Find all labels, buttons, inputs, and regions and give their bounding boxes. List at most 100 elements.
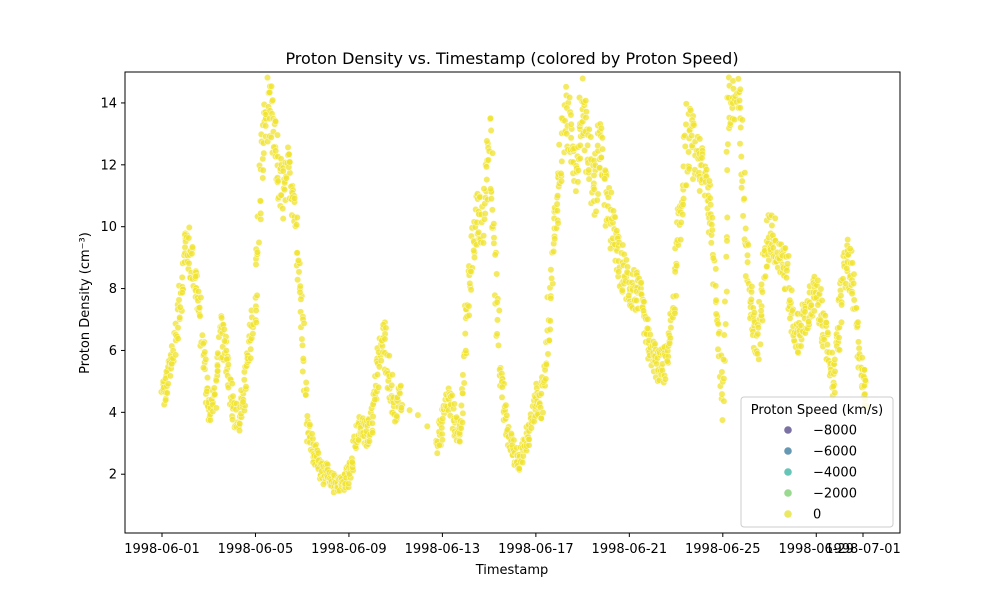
data-point	[594, 142, 602, 150]
data-point	[221, 337, 229, 345]
data-point	[757, 340, 764, 348]
data-point	[575, 166, 582, 174]
legend-label: 0	[813, 508, 821, 523]
data-point	[850, 280, 857, 287]
data-point	[259, 155, 267, 163]
data-point	[671, 309, 679, 317]
data-point	[759, 288, 766, 296]
data-point	[836, 346, 843, 354]
data-point	[456, 438, 464, 445]
data-point	[855, 338, 862, 346]
data-point	[849, 259, 856, 267]
data-point	[498, 393, 506, 401]
data-point	[835, 334, 843, 341]
data-point	[266, 89, 274, 96]
data-point	[757, 307, 765, 315]
data-point	[299, 341, 306, 349]
data-point	[487, 195, 495, 203]
data-point	[462, 347, 470, 355]
data-point	[196, 312, 204, 320]
data-point	[599, 145, 606, 153]
data-point	[592, 207, 600, 215]
data-point	[594, 190, 602, 198]
data-point	[824, 341, 831, 348]
data-point	[807, 301, 815, 309]
data-point	[175, 296, 183, 304]
data-point	[247, 345, 255, 353]
data-point	[718, 368, 726, 376]
data-point	[438, 436, 446, 444]
data-point	[805, 318, 812, 326]
data-point	[596, 164, 603, 172]
data-point	[763, 263, 771, 270]
data-point	[433, 449, 441, 457]
data-point	[861, 376, 869, 384]
data-point	[742, 225, 750, 232]
data-point	[302, 379, 310, 386]
data-point	[487, 127, 495, 134]
data-point	[467, 267, 475, 275]
data-point	[448, 391, 456, 399]
legend-label: −6000	[813, 445, 857, 460]
data-point	[599, 134, 606, 142]
data-point	[706, 194, 714, 202]
data-point	[268, 82, 275, 90]
data-point	[754, 324, 762, 332]
data-point	[293, 221, 300, 229]
data-point	[736, 85, 744, 93]
data-point	[688, 132, 696, 140]
data-point	[831, 356, 839, 363]
data-point	[493, 330, 501, 338]
data-point	[453, 413, 460, 421]
data-point	[544, 350, 552, 358]
data-point	[369, 429, 376, 437]
data-point	[491, 251, 499, 259]
data-point	[252, 261, 260, 268]
data-point	[598, 124, 605, 132]
data-point	[738, 184, 745, 192]
data-point	[547, 266, 555, 274]
y-tick-label: 14	[100, 96, 117, 111]
data-point	[388, 371, 396, 379]
data-point	[644, 315, 652, 323]
data-point	[211, 390, 219, 398]
data-point	[490, 239, 498, 247]
data-point	[542, 375, 550, 383]
data-point	[794, 348, 802, 356]
data-point	[611, 213, 619, 221]
data-point	[737, 153, 745, 161]
data-point	[680, 195, 687, 203]
data-point	[176, 303, 184, 311]
data-point	[584, 141, 591, 149]
data-point	[843, 264, 851, 272]
data-point	[281, 186, 288, 194]
data-point	[253, 291, 261, 299]
data-point	[663, 357, 671, 365]
data-point	[740, 195, 748, 203]
data-point	[646, 331, 654, 338]
data-point	[174, 324, 182, 332]
data-point	[712, 265, 720, 273]
data-point	[754, 330, 762, 338]
data-point	[525, 435, 533, 443]
data-point	[736, 104, 744, 112]
data-point	[722, 253, 730, 261]
data-point	[414, 411, 422, 419]
data-point	[519, 459, 526, 466]
data-point	[371, 396, 379, 403]
data-point	[296, 288, 304, 296]
data-point	[567, 111, 575, 119]
data-point	[480, 185, 488, 193]
data-point	[682, 100, 690, 108]
data-points	[157, 74, 871, 496]
data-point	[396, 389, 404, 397]
data-point	[484, 156, 492, 164]
data-point	[483, 163, 490, 171]
data-point	[320, 480, 327, 488]
data-point	[817, 285, 825, 293]
data-point	[252, 319, 260, 326]
y-tick-label: 2	[109, 468, 117, 483]
data-point	[174, 335, 182, 343]
data-point	[203, 387, 211, 395]
data-point	[579, 75, 587, 82]
